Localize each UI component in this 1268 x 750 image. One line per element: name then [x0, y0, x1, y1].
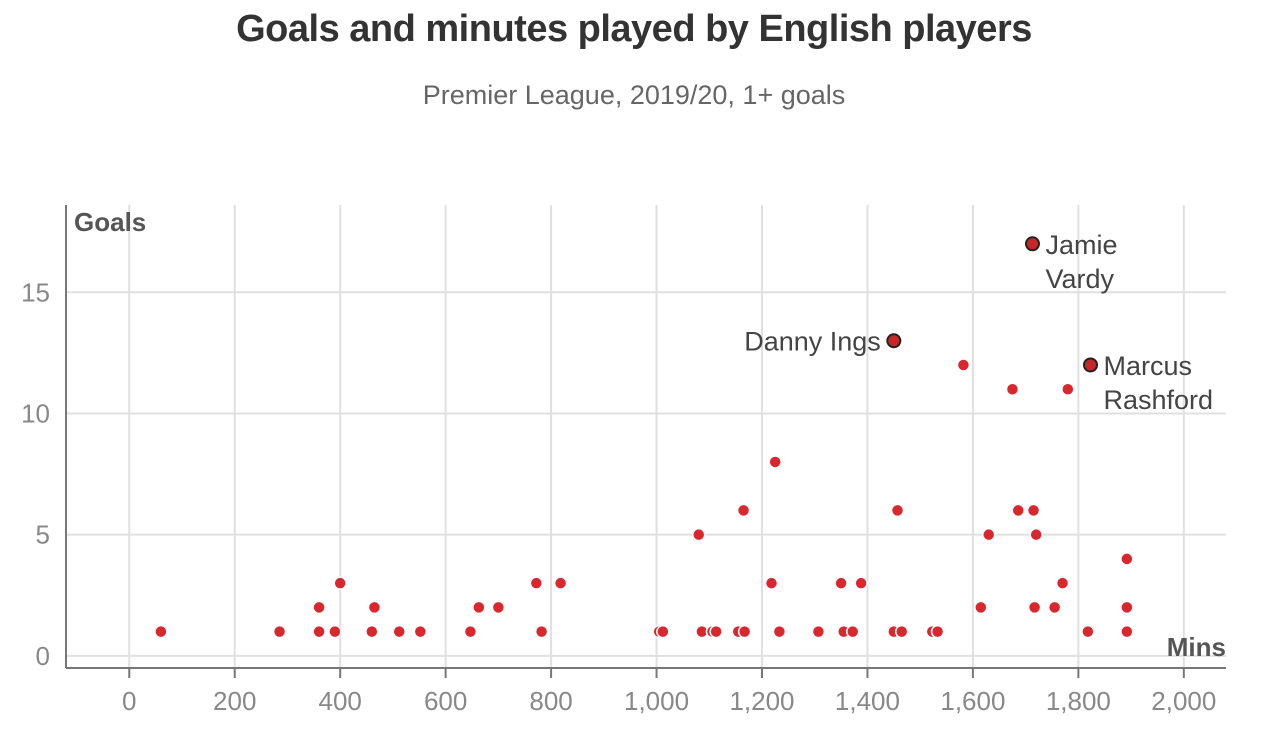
- x-axis-label: Mins: [1167, 632, 1226, 662]
- x-tick-label: 400: [318, 686, 361, 716]
- x-tick-label: 0: [122, 686, 136, 716]
- data-point: [1120, 552, 1134, 566]
- data-point: [981, 527, 996, 542]
- data-point: [312, 624, 326, 639]
- data-point: [1120, 624, 1134, 639]
- data-point: [333, 576, 347, 590]
- data-point: [392, 624, 406, 639]
- data-point: [894, 624, 909, 639]
- data-point: [472, 600, 486, 615]
- x-tick-label: 1,600: [940, 686, 1005, 716]
- data-point: [1027, 600, 1042, 615]
- data-point: [491, 600, 506, 615]
- grid-layer: [66, 205, 1226, 668]
- points-layer: [154, 358, 1134, 639]
- x-tick-label: 200: [213, 686, 256, 716]
- y-tick-label: 5: [36, 520, 50, 550]
- data-point: [772, 624, 787, 639]
- x-tick-label: 1,000: [624, 686, 689, 716]
- point-annotation: Danny Ings: [744, 327, 881, 357]
- y-axis-label: Goals: [74, 207, 146, 237]
- data-point: [956, 358, 971, 372]
- data-point: [1055, 576, 1070, 590]
- data-point: [930, 624, 945, 639]
- data-point: [890, 503, 905, 518]
- data-point: [272, 624, 287, 639]
- data-point: [367, 600, 382, 615]
- data-point: [656, 624, 670, 639]
- data-point: [974, 600, 988, 615]
- highlighted-point: [1082, 357, 1098, 373]
- data-point: [1029, 527, 1043, 542]
- data-point: [811, 624, 826, 639]
- data-point: [1120, 600, 1134, 615]
- data-point: [312, 600, 326, 615]
- data-point: [1061, 382, 1075, 396]
- point-annotation: Vardy: [1045, 264, 1114, 294]
- point-annotation: Jamie: [1045, 230, 1117, 260]
- data-point: [365, 624, 379, 639]
- data-point: [709, 624, 723, 639]
- axis-layer: 0 200 400 600 800 1,000 1,200 1,400 1,600 1,800 2,…: [21, 205, 1226, 716]
- data-point: [845, 624, 860, 639]
- x-tick-label: 800: [529, 686, 572, 716]
- data-point: [737, 624, 752, 639]
- highlight-layer: [886, 236, 1098, 373]
- chart-subtitle: Premier League, 2019/20, 1+ goals: [422, 80, 846, 110]
- data-point: [1081, 624, 1095, 639]
- point-annotation: Rashford: [1103, 385, 1213, 415]
- y-tick-label: 15: [21, 277, 50, 307]
- data-point: [413, 624, 428, 639]
- y-tick-label: 10: [21, 398, 50, 428]
- data-point: [1047, 600, 1062, 615]
- data-point: [154, 624, 168, 639]
- data-point: [463, 624, 478, 639]
- data-point: [1011, 503, 1026, 518]
- point-annotation: Marcus: [1103, 351, 1192, 381]
- x-tick-label: 600: [424, 686, 467, 716]
- data-point: [1026, 503, 1041, 518]
- x-tick-label: 1,800: [1046, 686, 1111, 716]
- data-point: [768, 455, 782, 469]
- data-point: [1005, 382, 1020, 396]
- y-tick-label: 0: [36, 641, 50, 671]
- data-point: [529, 576, 544, 590]
- data-point: [534, 624, 549, 639]
- data-point: [764, 576, 779, 590]
- highlighted-point: [886, 333, 902, 349]
- data-point: [691, 527, 706, 542]
- chart-title: Goals and minutes played by English play…: [236, 8, 1032, 50]
- data-point: [854, 576, 868, 590]
- data-point: [736, 503, 751, 518]
- x-tick-label: 1,200: [729, 686, 794, 716]
- highlighted-point: [1024, 236, 1040, 252]
- x-tick-label: 1,400: [835, 686, 900, 716]
- data-point: [834, 576, 848, 590]
- data-point: [553, 576, 568, 590]
- label-layer: Danny Ings Jamie Vardy Marcus Rashford: [744, 230, 1213, 415]
- data-point: [328, 624, 342, 639]
- x-tick-label: 2,000: [1151, 686, 1216, 716]
